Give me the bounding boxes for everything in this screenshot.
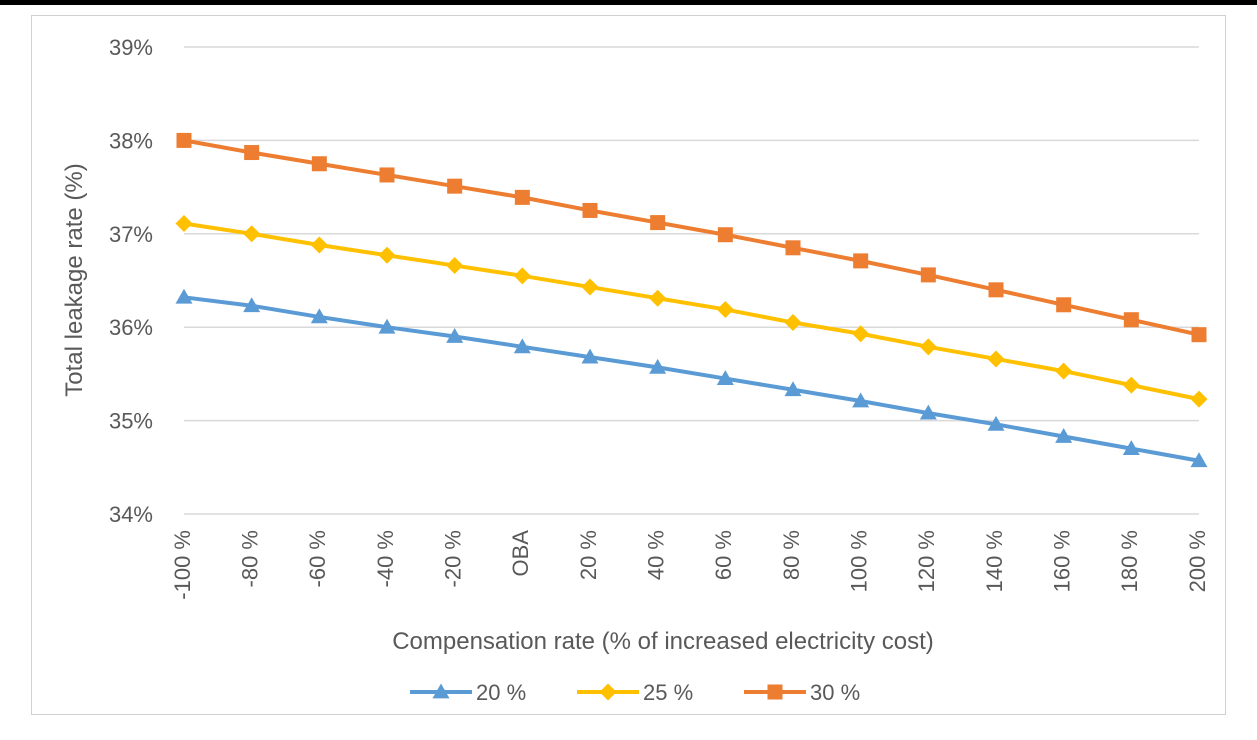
data-point: [514, 189, 530, 205]
series-1: [175, 288, 1208, 468]
data-point: [1055, 427, 1073, 443]
data-point: [310, 308, 328, 324]
top-rule: [0, 0, 1257, 5]
y-axis-ticks: 34% 35% 36% 37% 38% 39%: [109, 35, 153, 527]
x-tick-label: 20 %: [576, 530, 601, 580]
data-point: [1122, 376, 1140, 394]
line-chart: 34% 35% 36% 37% 38% 39% -100 % -80 % -60 % -40 %…: [61, 35, 1210, 705]
data-point: [1123, 312, 1139, 328]
series-line: [183, 295, 1200, 463]
y-tick-label: 39%: [109, 35, 153, 60]
data-point: [1190, 452, 1208, 468]
x-tick-label: 140 %: [982, 530, 1007, 592]
data-point: [582, 202, 598, 218]
legend-item: 30 %: [744, 680, 860, 705]
data-point: [852, 325, 870, 343]
data-point: [919, 404, 937, 420]
x-axis-title: Compensation rate (% of increased electr…: [392, 628, 934, 655]
data-point: [717, 227, 733, 243]
legend-marker: [432, 683, 450, 699]
data-point: [784, 381, 802, 397]
data-point: [920, 267, 936, 283]
data-point: [310, 236, 328, 254]
x-tick-label: OBA: [508, 530, 533, 577]
series-group: [175, 132, 1208, 468]
data-point: [446, 257, 464, 275]
data-point: [379, 167, 395, 183]
data-point: [311, 156, 327, 172]
data-point: [446, 328, 464, 343]
data-point: [853, 253, 869, 269]
x-tick-label: 60 %: [711, 530, 736, 580]
data-point: [243, 225, 261, 243]
data-point: [987, 350, 1005, 368]
data-point: [1056, 297, 1072, 313]
series-line: [183, 221, 1200, 402]
y-axis-title: Total leakage rate (%): [61, 163, 88, 396]
x-tick-label: -100 %: [170, 530, 195, 600]
legend: 20 % 25 % 30 %: [410, 680, 860, 705]
legend-marker: [599, 683, 617, 701]
x-tick-label: 40 %: [643, 530, 668, 580]
x-tick-label: -20 %: [440, 530, 465, 587]
legend-label: 25 %: [643, 680, 693, 705]
gridlines: [184, 46, 1199, 515]
y-tick-label: 35%: [109, 409, 153, 434]
data-point: [649, 289, 667, 307]
data-point: [852, 392, 870, 408]
x-tick-label: 100 %: [846, 530, 871, 592]
legend-item: 20 %: [410, 680, 526, 705]
data-point: [175, 215, 193, 233]
data-point: [649, 358, 667, 374]
data-point: [244, 145, 260, 161]
legend-item: 25 %: [577, 680, 693, 705]
x-tick-label: -60 %: [305, 530, 330, 587]
data-point: [513, 267, 531, 285]
series-3: [176, 132, 1207, 343]
data-point: [176, 132, 192, 148]
data-point: [1191, 327, 1207, 343]
x-tick-label: 160 %: [1049, 530, 1074, 592]
data-point: [513, 338, 531, 354]
data-point: [784, 314, 802, 332]
x-tick-label: 80 %: [779, 530, 804, 580]
data-point: [581, 278, 599, 296]
y-tick-label: 34%: [109, 502, 153, 527]
data-point: [1122, 440, 1140, 455]
data-point: [716, 300, 734, 318]
data-point: [650, 215, 666, 231]
data-point: [175, 288, 193, 304]
legend-label: 20 %: [476, 680, 526, 705]
data-point: [1190, 390, 1208, 408]
legend-marker: [767, 684, 783, 700]
y-tick-label: 37%: [109, 222, 153, 247]
data-point: [785, 240, 801, 256]
series-2: [175, 215, 1208, 408]
x-tick-label: -40 %: [373, 530, 398, 587]
data-point: [378, 246, 396, 264]
data-point: [378, 318, 396, 334]
y-tick-label: 36%: [109, 315, 153, 340]
data-point: [716, 370, 734, 385]
data-point: [447, 178, 463, 194]
x-tick-label: 120 %: [914, 530, 939, 592]
legend-label: 30 %: [810, 680, 860, 705]
chart-frame: 34% 35% 36% 37% 38% 39% -100 % -80 % -60 % -40 %…: [31, 15, 1226, 715]
data-point: [243, 297, 261, 313]
x-axis-ticks: -100 % -80 % -60 % -40 % -20 % OBA 20 % 40 % 60 …: [170, 530, 1210, 600]
data-point: [919, 338, 937, 356]
data-point: [1055, 362, 1073, 380]
data-point: [988, 282, 1004, 298]
x-tick-label: -80 %: [237, 530, 262, 587]
series-line: [183, 138, 1200, 337]
data-point: [581, 348, 599, 364]
y-tick-label: 38%: [109, 128, 153, 153]
x-tick-label: 180 %: [1117, 530, 1142, 592]
data-point: [987, 415, 1005, 431]
x-tick-label: 200 %: [1185, 530, 1210, 592]
